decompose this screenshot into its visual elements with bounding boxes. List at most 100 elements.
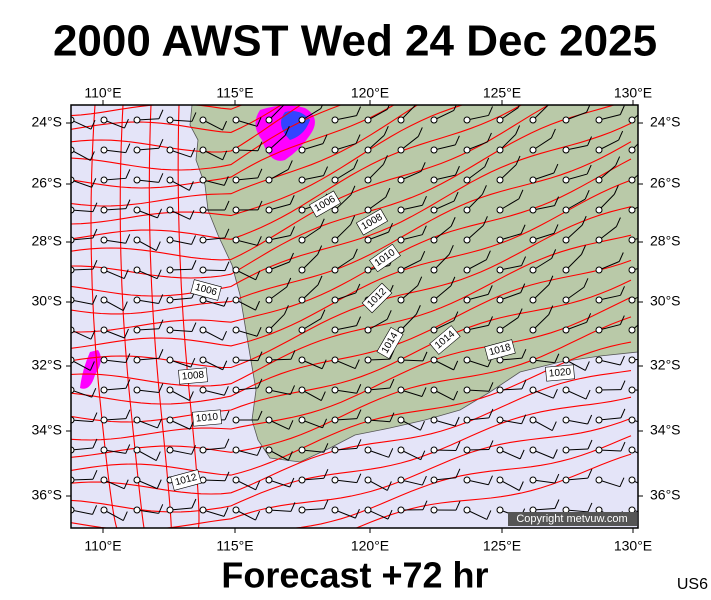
barb-shaft xyxy=(598,324,621,331)
barb-shaft xyxy=(598,226,617,241)
barb-feather xyxy=(652,192,656,201)
isobar xyxy=(71,206,632,369)
barb-feather xyxy=(289,252,294,263)
barb-feather xyxy=(581,245,586,255)
isobar-label-bg xyxy=(170,469,202,491)
isobar xyxy=(354,453,632,528)
barb-shaft xyxy=(598,294,621,301)
barb-shaft xyxy=(532,449,554,459)
station xyxy=(265,206,273,214)
station xyxy=(628,326,636,334)
station xyxy=(430,266,438,274)
barb-feather xyxy=(356,384,362,394)
station xyxy=(298,356,306,364)
station xyxy=(265,476,273,484)
barb-shaft xyxy=(466,114,489,121)
barb-feather xyxy=(618,130,624,141)
station xyxy=(463,476,471,484)
barb-shaft xyxy=(71,209,93,213)
barb-shaft xyxy=(466,448,490,451)
station xyxy=(232,296,240,304)
isobar xyxy=(71,105,523,240)
barb-feather xyxy=(122,301,128,311)
station xyxy=(265,266,273,274)
barb-feather xyxy=(453,360,459,371)
isobar xyxy=(71,179,632,349)
barb-feather xyxy=(158,383,164,393)
lon-label: 125°E xyxy=(483,85,521,101)
barb-shaft xyxy=(268,169,289,181)
barb-shaft xyxy=(367,318,388,331)
station xyxy=(232,176,240,184)
station xyxy=(265,296,273,304)
barb-shaft xyxy=(71,359,91,371)
station xyxy=(595,236,603,244)
station xyxy=(166,296,174,304)
station xyxy=(529,206,537,214)
lat-label: 26°S xyxy=(31,175,62,191)
barb-feather xyxy=(455,468,461,479)
station xyxy=(595,206,603,214)
barb-shaft xyxy=(334,292,356,301)
lat-label: 32°S xyxy=(650,357,681,373)
barb-feather xyxy=(417,276,423,286)
station xyxy=(562,386,570,394)
barb-shaft xyxy=(136,509,159,514)
barb-feather xyxy=(587,414,593,425)
barb-shaft xyxy=(136,357,159,361)
barb-feather xyxy=(388,448,394,458)
barb-feather xyxy=(323,499,329,509)
station xyxy=(199,296,207,304)
barb-feather xyxy=(488,106,493,116)
station xyxy=(397,206,405,214)
station xyxy=(100,326,108,334)
barb-shaft xyxy=(433,174,456,181)
station xyxy=(199,356,207,364)
station xyxy=(331,506,339,514)
barb-feather xyxy=(156,269,162,279)
barb-shaft xyxy=(235,299,256,311)
barb-feather xyxy=(188,391,194,401)
barb-feather xyxy=(487,132,492,143)
barb-feather xyxy=(553,224,559,234)
barb-shaft xyxy=(565,111,587,121)
station xyxy=(562,236,570,244)
station xyxy=(133,386,141,394)
isobar xyxy=(71,396,632,513)
station xyxy=(430,446,438,454)
station xyxy=(232,356,240,364)
barb-shaft xyxy=(499,164,517,181)
barb-shaft xyxy=(334,224,352,241)
station xyxy=(331,266,339,274)
station xyxy=(430,386,438,394)
station xyxy=(100,506,108,514)
station xyxy=(364,266,372,274)
barb-shaft xyxy=(400,389,423,397)
barb-shaft xyxy=(103,359,126,363)
barb-feather xyxy=(552,449,558,459)
barb-shaft xyxy=(103,418,126,421)
barb-shaft xyxy=(301,477,324,481)
station xyxy=(430,146,438,154)
station xyxy=(529,116,537,124)
barb-shaft xyxy=(367,358,391,361)
barb-feather xyxy=(287,451,293,461)
barb-feather xyxy=(320,391,326,401)
station xyxy=(199,236,207,244)
barb-feather xyxy=(549,96,553,105)
barb-feather xyxy=(422,196,427,206)
barb-feather xyxy=(455,441,461,451)
station xyxy=(133,266,141,274)
barb-shaft xyxy=(433,419,456,427)
barb-feather xyxy=(613,185,619,195)
station xyxy=(496,386,504,394)
barb-feather xyxy=(223,386,229,396)
barb-shaft xyxy=(268,419,290,430)
station xyxy=(199,176,207,184)
barb-shaft xyxy=(367,108,388,121)
station xyxy=(133,206,141,214)
station xyxy=(199,386,207,394)
land xyxy=(189,105,638,463)
barb-shaft xyxy=(598,139,619,151)
barb-shaft xyxy=(136,118,159,121)
